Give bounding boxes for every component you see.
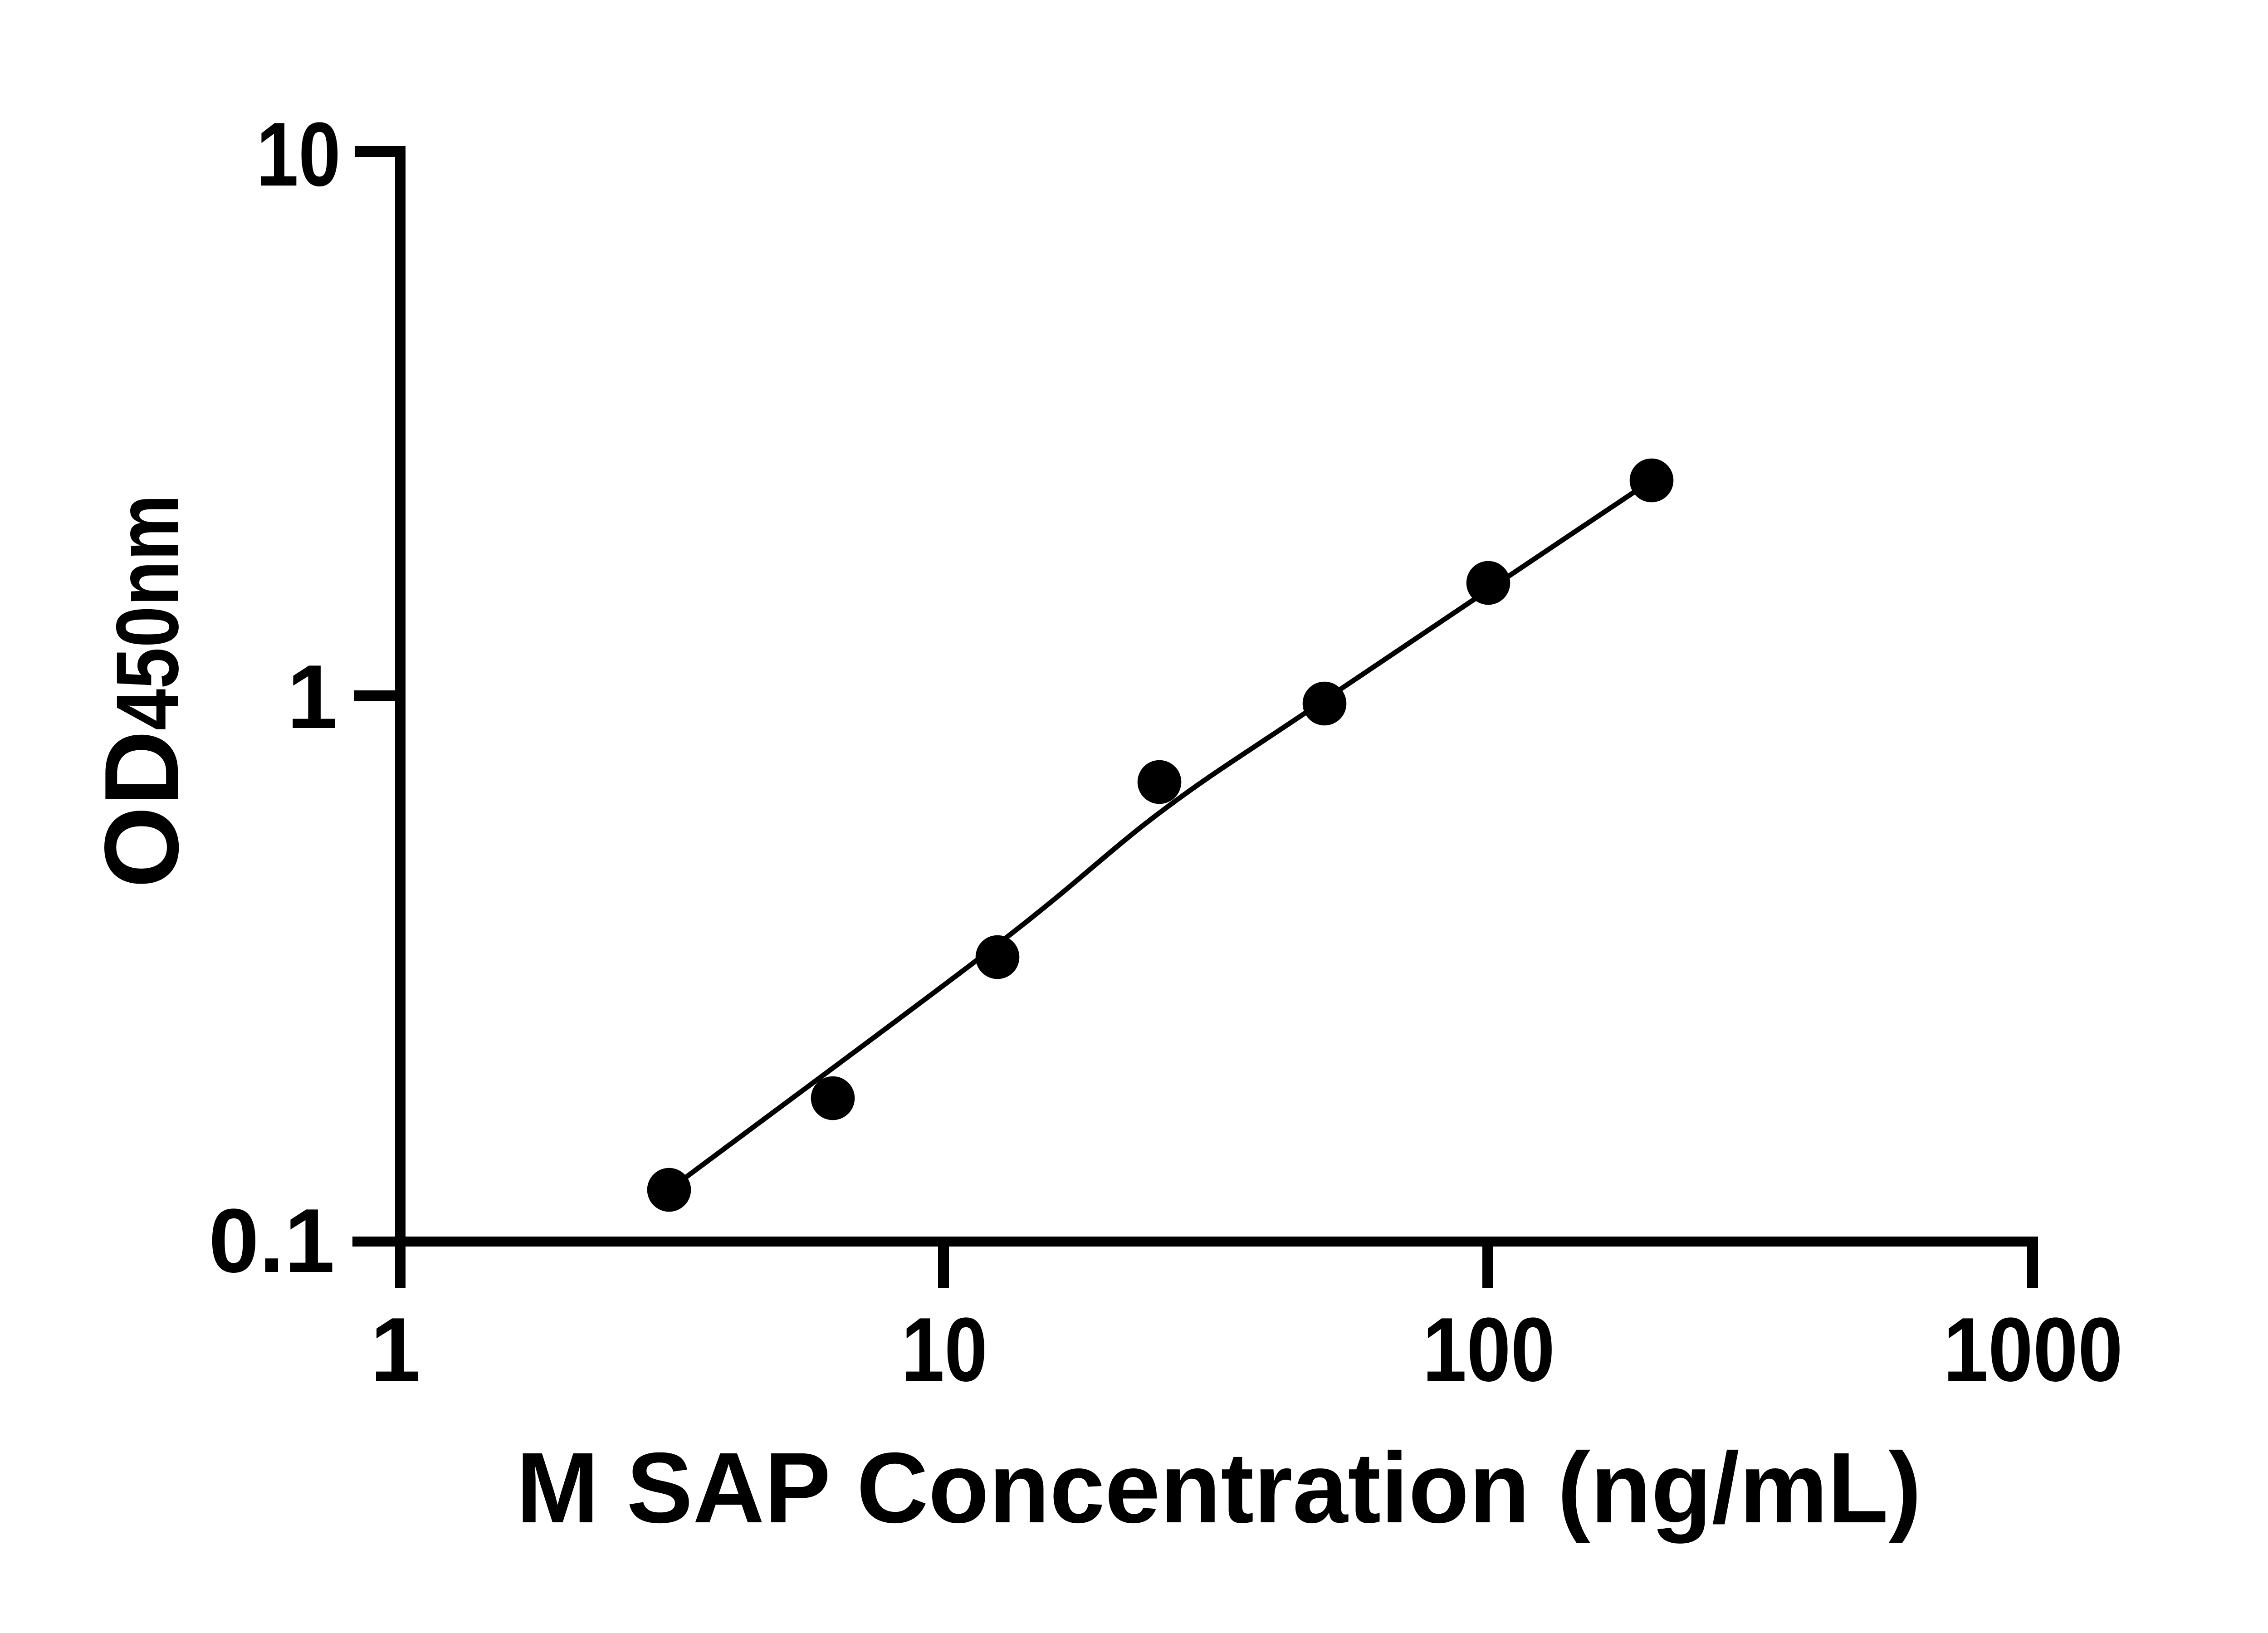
svg-text:M SAP Concentration (ng/mL): M SAP Concentration (ng/mL) [516, 1432, 1921, 1544]
svg-text:1000: 1000 [1943, 1299, 2123, 1400]
svg-text:10: 10 [256, 104, 341, 205]
svg-text:0.1: 0.1 [209, 1190, 335, 1291]
svg-text:1: 1 [370, 1299, 420, 1400]
svg-text:100: 100 [1422, 1299, 1555, 1400]
svg-text:1: 1 [287, 646, 337, 748]
svg-text:450nm: 450nm [98, 494, 197, 730]
svg-text:OD: OD [83, 730, 200, 888]
svg-text:10: 10 [901, 1299, 987, 1400]
